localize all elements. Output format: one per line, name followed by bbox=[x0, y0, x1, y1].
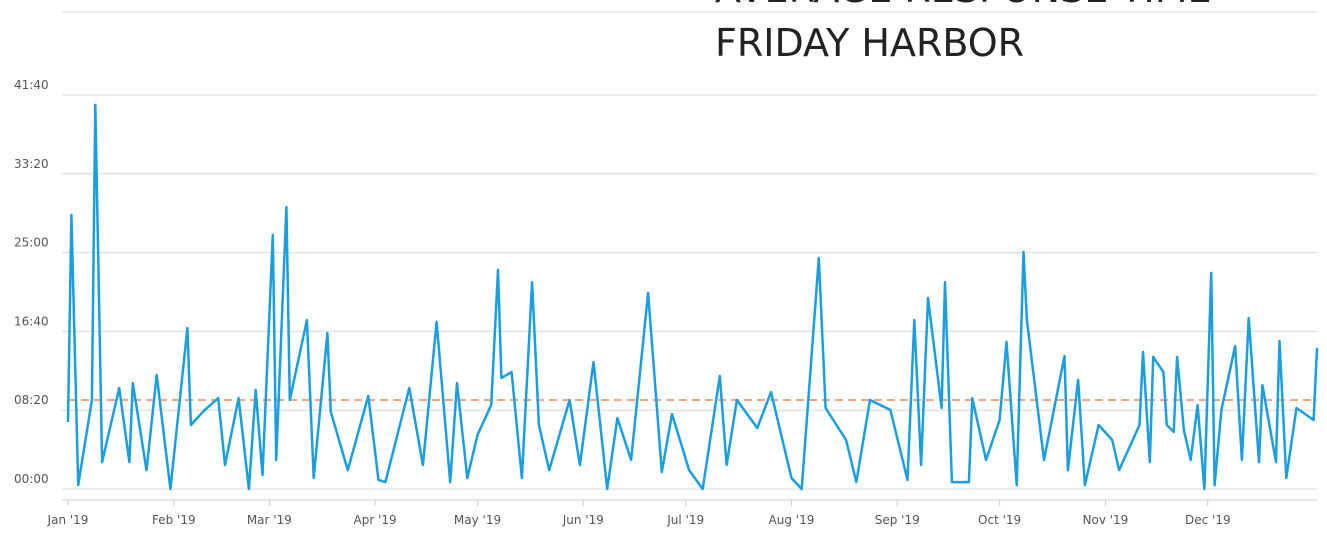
x-tick-label: Apr '19 bbox=[354, 513, 397, 527]
x-tick-label: Feb '19 bbox=[152, 513, 196, 527]
x-tick-label: Jan '19 bbox=[47, 513, 89, 527]
x-tick-label: May '19 bbox=[454, 513, 501, 527]
y-tick-label: 00:00 bbox=[14, 472, 49, 486]
data-line bbox=[66, 103, 1319, 491]
y-tick-label: 25:00 bbox=[14, 236, 49, 250]
chart-title: FRIDAY HARBOR bbox=[715, 21, 1024, 65]
x-tick-label: Dec '19 bbox=[1185, 513, 1231, 527]
y-tick-label: 08:20 bbox=[14, 393, 49, 407]
x-tick-label: Sep '19 bbox=[875, 513, 920, 527]
x-tick-label: Aug '19 bbox=[769, 513, 815, 527]
x-tick-label: Nov '19 bbox=[1083, 513, 1129, 527]
y-tick-label: 16:40 bbox=[14, 314, 49, 328]
x-tick-label: Jun '19 bbox=[562, 513, 604, 527]
x-tick-label: Mar '19 bbox=[247, 513, 292, 527]
y-tick-label: 41:40 bbox=[14, 78, 49, 92]
x-tick-label: Oct '19 bbox=[978, 513, 1021, 527]
x-tick-label: Jul '19 bbox=[666, 513, 704, 527]
y-tick-label: 33:20 bbox=[14, 157, 49, 171]
chart-title: AVERAGE RESPONSE TIME bbox=[715, 0, 1212, 11]
